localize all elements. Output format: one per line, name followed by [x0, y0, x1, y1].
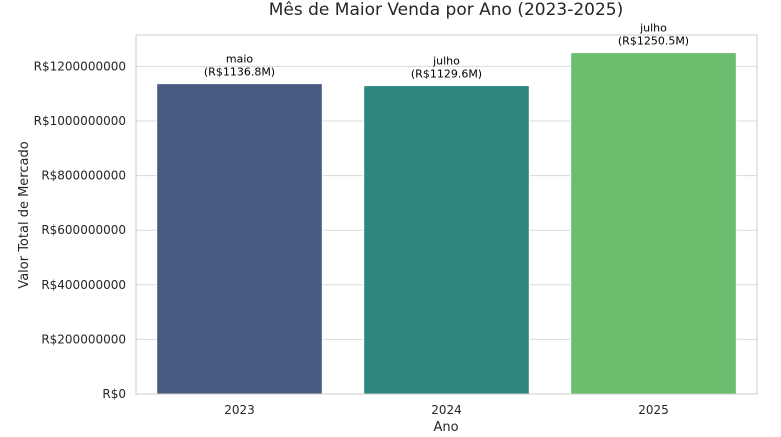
- plot-frame: [135, 34, 758, 395]
- x-tick-label: 2023: [224, 403, 255, 417]
- bar-2025: [570, 52, 737, 395]
- y-tick-label: R$1000000000: [34, 114, 126, 128]
- y-tick-label: R$0: [102, 387, 126, 401]
- x-tick-label: 2025: [638, 403, 669, 417]
- bars: [156, 52, 737, 395]
- y-axis-ticks: R$0 R$200000000 R$400000000 R$600000000 R$80…: [34, 59, 126, 401]
- bar-labels: maio(R$1136.8M)julho(R$1129.6M)julho(R$1…: [204, 22, 689, 81]
- bar-value-label: (R$1250.5M): [618, 35, 689, 48]
- bar-2024: [363, 85, 530, 395]
- chart-title: Mês de Maior Venda por Ano (2023-2025): [269, 0, 624, 20]
- y-axis-label: Valor Total de Mercado: [17, 141, 32, 288]
- bar-month-label: maio: [226, 53, 254, 66]
- bar-value-label: (R$1136.8M): [204, 66, 275, 79]
- y-tick-label: R$600000000: [41, 223, 126, 237]
- bar-2023: [156, 83, 323, 395]
- bar-month-label: julho: [432, 55, 460, 68]
- x-axis-ticks: 2023 2024 2025: [224, 403, 669, 417]
- y-tick-label: R$1200000000: [34, 59, 126, 73]
- bar-month-label: julho: [639, 22, 667, 35]
- y-tick-label: R$400000000: [41, 278, 126, 292]
- y-tick-label: R$200000000: [41, 332, 126, 346]
- bar-value-label: (R$1129.6M): [411, 68, 482, 81]
- x-axis-label: Ano: [433, 420, 458, 435]
- x-tick-label: 2024: [431, 403, 462, 417]
- y-tick-label: R$800000000: [41, 169, 126, 183]
